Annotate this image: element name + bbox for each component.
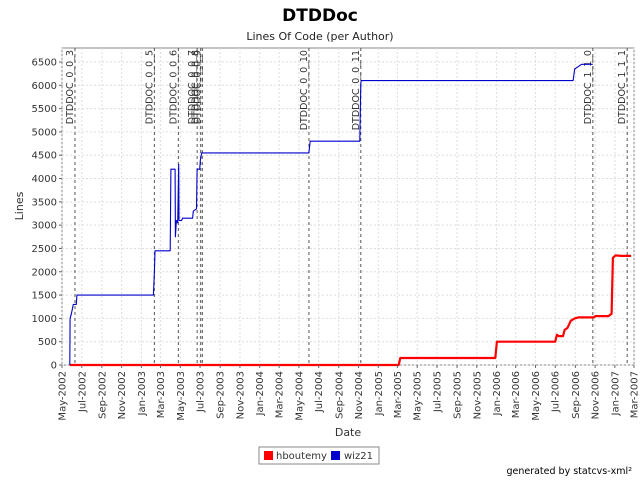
legend-box [258, 446, 380, 465]
x-tick-label: Sep-2002 [97, 371, 108, 419]
x-tick-label: Jan-2005 [374, 371, 385, 416]
y-tick-label: 2000 [32, 267, 57, 278]
x-tick-label: Sep-2006 [571, 371, 582, 419]
plot-area [61, 47, 635, 366]
chart-title: DTDDoc [282, 6, 358, 26]
release-marker-label: DTDDOC_0_0_8 [191, 50, 202, 124]
x-tick-label: May-2005 [413, 371, 424, 421]
x-tick-label: Mar-2006 [511, 371, 522, 418]
series-lines [69, 63, 632, 367]
x-tick-label: Jan-2006 [492, 371, 503, 416]
x-axis: May-2002 Jul-2002 Sep-2002 Nov-2002 Jan-2003… [58, 365, 640, 421]
release-marker-label: DTDDOC_0_0_6 [168, 50, 179, 124]
x-tick-label: Mar-2004 [275, 371, 286, 418]
y-tick-label: 500 [38, 337, 57, 348]
y-tick-label: 3000 [32, 221, 57, 232]
x-tick-label: Nov-2003 [235, 371, 246, 419]
x-tick-label: Jan-2007 [610, 371, 621, 416]
y-tick-label: 1500 [32, 291, 57, 302]
x-tick-label: May-2004 [294, 371, 305, 421]
x-tick-label: May-2002 [58, 371, 69, 421]
x-tick-label: Nov-2005 [472, 371, 483, 419]
x-tick-label: Jul-2004 [314, 371, 325, 413]
x-tick-label: Jul-2002 [77, 371, 88, 413]
y-axis: 0 500 1000 1500 2000 2500 3000 3500 4000 4500 5000… [32, 57, 62, 372]
x-tick-label: Nov-2006 [591, 371, 602, 419]
y-tick-label: 2500 [32, 244, 57, 255]
x-tick-label: Jul-2006 [551, 371, 562, 413]
y-tick-label: 4500 [32, 151, 57, 162]
release-marker-label: DTDDOC_1_1_1 [617, 50, 628, 124]
y-tick-label: 4000 [32, 174, 57, 185]
x-tick-label: Nov-2004 [354, 371, 365, 419]
x-tick-label: Jul-2005 [432, 371, 443, 413]
x-tick-label: Nov-2002 [117, 371, 128, 419]
series-line-hboutemy [69, 254, 632, 367]
legend-label-wiz21: wiz21 [344, 451, 373, 462]
legend-swatch-wiz21 [331, 451, 340, 460]
x-tick-label: Jan-2004 [255, 371, 266, 416]
x-tick-label: May-2006 [531, 371, 542, 421]
legend-swatch-hboutemy [264, 451, 273, 460]
x-tick-label: Sep-2003 [216, 371, 227, 419]
y-tick-label: 1000 [32, 314, 57, 325]
release-marker-label: DTDDOC_0_0_5 [144, 50, 155, 124]
x-tick-label: Sep-2005 [453, 371, 464, 419]
x-tick-label: Jul-2003 [196, 371, 207, 413]
y-tick-label: 5500 [32, 104, 57, 115]
x-axis-label: Date [335, 426, 362, 439]
legend-label-hboutemy: hboutemy [276, 451, 327, 462]
x-tick-label: Mar-2003 [156, 371, 167, 418]
y-tick-label: 6000 [32, 81, 57, 92]
x-tick-label: Sep-2004 [334, 371, 345, 419]
x-tick-label: Mar-2007 [630, 371, 640, 418]
release-marker-label: DTDDOC_1_1_0 [583, 50, 594, 124]
release-marker-label: DTDDOC_0_0_10 [299, 50, 310, 130]
release-marker-label: DTDDOC_0_0_9 [192, 50, 203, 124]
legend: hboutemy wiz21 [258, 446, 380, 465]
release-marker-label: DTDDOC_0_0_7 [187, 50, 198, 124]
y-axis-label: Lines [13, 191, 26, 220]
release-marker-label: DTDDOC_0_0_3 [65, 50, 76, 124]
x-tick-label: Jan-2003 [137, 371, 148, 416]
footer-credit: generated by statcvs-xml² [506, 466, 632, 477]
grid [61, 48, 635, 366]
x-tick-label: May-2003 [176, 371, 187, 421]
x-tick-label: Mar-2005 [393, 371, 404, 418]
release-marker-label: DTDDOC_0_0_11 [351, 50, 362, 130]
series-line-wiz21 [69, 63, 593, 366]
y-tick-label: 5000 [32, 127, 57, 138]
chart-subtitle: Lines Of Code (per Author) [246, 30, 393, 43]
y-tick-label: 6500 [32, 57, 57, 68]
y-tick-label: 0 [51, 361, 57, 372]
y-tick-label: 3500 [32, 197, 57, 208]
